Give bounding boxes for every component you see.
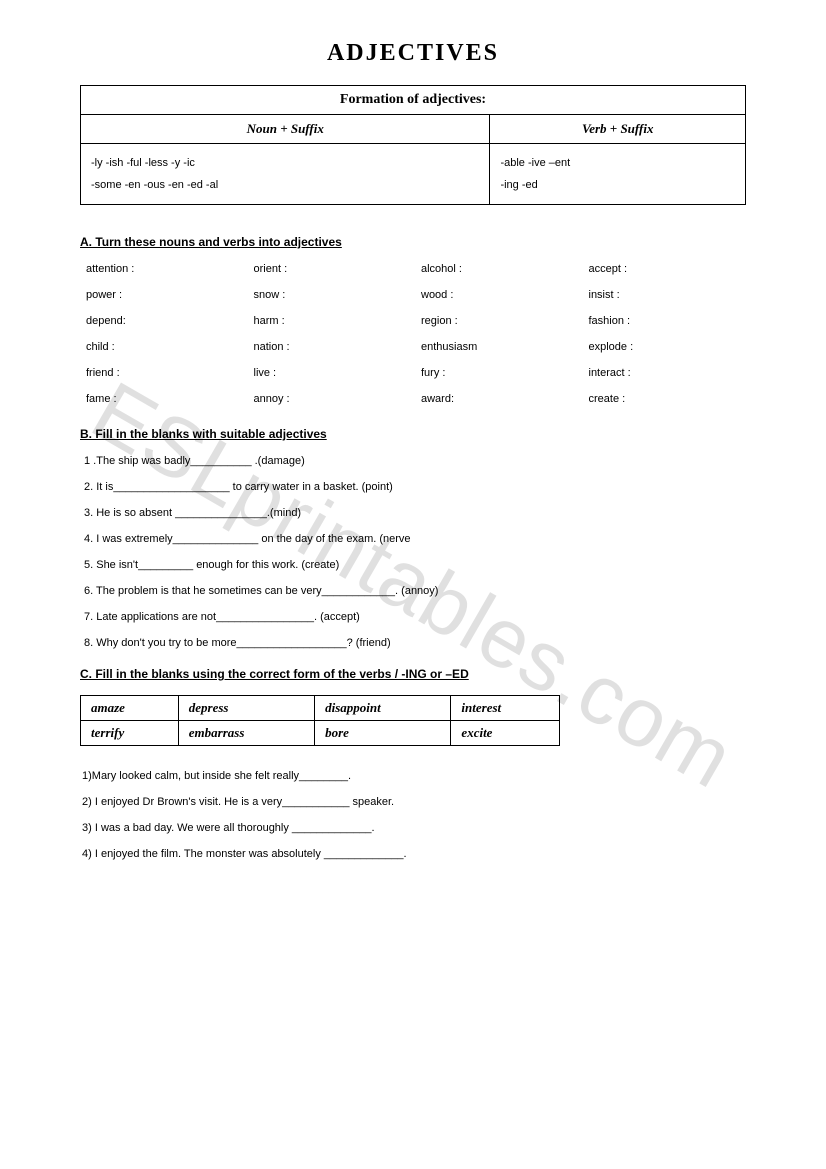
- verb-cell: embarrass: [178, 721, 314, 746]
- sentence-item: 4. I was extremely______________ on the …: [84, 533, 746, 545]
- formation-header: Formation of adjectives:: [81, 86, 746, 115]
- noun-suffix-header: Noun + Suffix: [81, 115, 490, 144]
- word-item: accept :: [589, 263, 747, 275]
- word-item: nation :: [254, 341, 412, 353]
- verb-suffix-line2: -ing -ed: [500, 174, 735, 196]
- word-item: wood :: [421, 289, 579, 301]
- word-item: award:: [421, 393, 579, 405]
- sentence-item: 8. Why don't you try to be more_________…: [84, 637, 746, 649]
- word-item: fury :: [421, 367, 579, 379]
- formation-table: Formation of adjectives: Noun + Suffix V…: [80, 85, 746, 205]
- word-item: region :: [421, 315, 579, 327]
- word-item: interact :: [589, 367, 747, 379]
- section-b-list: 1 .The ship was badly__________ .(damage…: [80, 455, 746, 649]
- section-c-heading: C. Fill in the blanks using the correct …: [80, 667, 746, 681]
- verb-suffix-header: Verb + Suffix: [490, 115, 746, 144]
- word-item: live :: [254, 367, 412, 379]
- sentence-item: 4) I enjoyed the film. The monster was a…: [82, 848, 746, 860]
- verb-cell: interest: [451, 696, 559, 721]
- noun-suffix-cell: -ly -ish -ful -less -y -ic -some -en -ou…: [81, 144, 490, 205]
- verb-suffix-cell: -able -ive –ent -ing -ed: [490, 144, 746, 205]
- verb-cell: excite: [451, 721, 559, 746]
- word-item: create :: [589, 393, 747, 405]
- word-item: attention :: [86, 263, 244, 275]
- word-item: power :: [86, 289, 244, 301]
- section-a-heading: A. Turn these nouns and verbs into adjec…: [80, 235, 746, 249]
- word-item: insist :: [589, 289, 747, 301]
- verb-cell: amaze: [81, 696, 179, 721]
- word-item: fame :: [86, 393, 244, 405]
- word-item: explode :: [589, 341, 747, 353]
- page-title: ADJECTIVES: [80, 40, 746, 67]
- word-item: snow :: [254, 289, 412, 301]
- verb-table: amaze depress disappoint interest terrif…: [80, 695, 560, 746]
- word-item: annoy :: [254, 393, 412, 405]
- word-item: enthusiasm: [421, 341, 579, 353]
- verb-suffix-line1: -able -ive –ent: [500, 152, 735, 174]
- word-item: depend:: [86, 315, 244, 327]
- section-c-list: 1)Mary looked calm, but inside she felt …: [80, 770, 746, 860]
- word-item: alcohol :: [421, 263, 579, 275]
- sentence-item: 3) I was a bad day. We were all thorough…: [82, 822, 746, 834]
- noun-suffix-line2: -some -en -ous -en -ed -al: [91, 174, 479, 196]
- word-item: fashion :: [589, 315, 747, 327]
- word-grid: attention : orient : alcohol : accept : …: [80, 263, 746, 405]
- word-item: orient :: [254, 263, 412, 275]
- section-b-heading: B. Fill in the blanks with suitable adje…: [80, 427, 746, 441]
- verb-cell: disappoint: [315, 696, 451, 721]
- word-item: child :: [86, 341, 244, 353]
- verb-cell: depress: [178, 696, 314, 721]
- sentence-item: 1)Mary looked calm, but inside she felt …: [82, 770, 746, 782]
- sentence-item: 5. She isn't_________ enough for this wo…: [84, 559, 746, 571]
- sentence-item: 6. The problem is that he sometimes can …: [84, 585, 746, 597]
- sentence-item: 2) I enjoyed Dr Brown's visit. He is a v…: [82, 796, 746, 808]
- word-item: friend :: [86, 367, 244, 379]
- sentence-item: 1 .The ship was badly__________ .(damage…: [84, 455, 746, 467]
- sentence-item: 2. It is___________________ to carry wat…: [84, 481, 746, 493]
- verb-cell: bore: [315, 721, 451, 746]
- sentence-item: 7. Late applications are not____________…: [84, 611, 746, 623]
- noun-suffix-line1: -ly -ish -ful -less -y -ic: [91, 152, 479, 174]
- word-item: harm :: [254, 315, 412, 327]
- sentence-item: 3. He is so absent _______________.(mind…: [84, 507, 746, 519]
- verb-cell: terrify: [81, 721, 179, 746]
